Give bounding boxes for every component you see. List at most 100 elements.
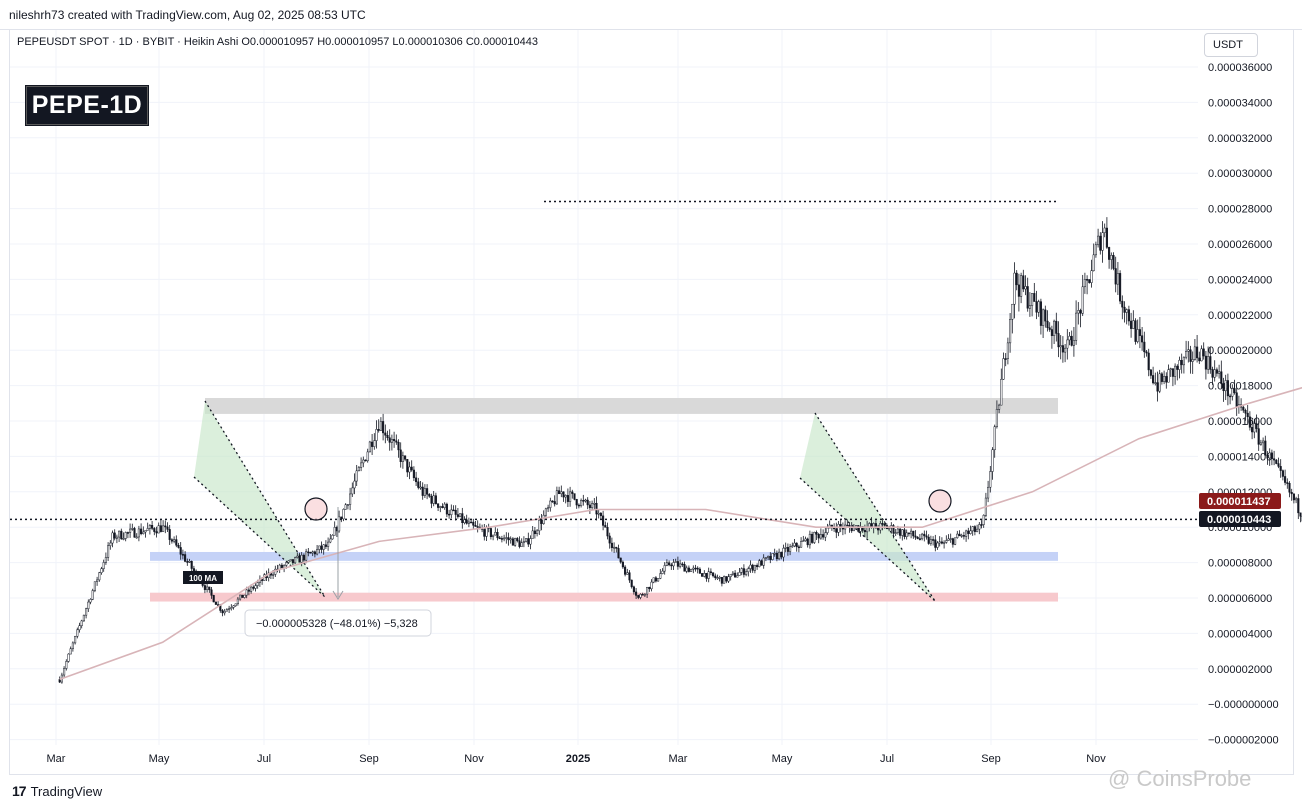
candle-body [945,540,948,543]
candle-body [439,506,442,508]
candle-body [1284,476,1287,483]
candle-body [740,568,743,573]
candle-body [232,605,235,608]
candle-body [723,576,726,584]
candle-body [1125,309,1128,313]
candle-body [210,589,213,596]
candle-body [247,589,250,592]
candle-body [1255,423,1258,429]
candle-body [91,590,94,600]
ma-test-circle [928,489,952,513]
candle-body [452,509,455,512]
candle-body [610,542,613,549]
candle-body [410,466,413,471]
candle-body [1086,279,1089,281]
candle-body [349,493,352,505]
candle-body [734,572,737,578]
candle-body [1002,358,1005,380]
candle-body [107,545,110,558]
candle-body [817,534,820,539]
candle-body [1097,235,1100,246]
candle-body [428,494,431,497]
candle-body [1114,268,1117,285]
candle-body [668,562,671,566]
candle-body [1160,373,1163,382]
candle-body [1259,442,1262,445]
candle-body [1198,357,1201,362]
candle-body [786,547,789,552]
candle-body [1299,512,1302,517]
candle-body [694,567,697,570]
candle-body [1017,284,1020,297]
candle-body [835,528,838,533]
candle-body [659,573,662,579]
candle-body [1083,279,1086,288]
candle-body [511,538,514,546]
candle-body [423,488,426,496]
candle-body [654,577,657,582]
candle-body [564,495,567,498]
candle-body [384,432,387,436]
candle-body [137,528,140,538]
candle-body [725,576,728,582]
candle-body [877,527,880,531]
candle-body [1050,329,1053,336]
candle-body [1020,275,1023,297]
candle-body [989,471,992,488]
candle-body [709,571,712,573]
candle-body [483,529,486,537]
candle-body [773,552,776,555]
wedge-fill [800,413,935,601]
candle-body [346,504,349,506]
wedge-upper-line [204,400,326,598]
candle-body [1251,427,1254,433]
candle-body [705,573,708,579]
candle-body [1266,454,1269,459]
candle-body [969,530,972,534]
candle-body [217,604,220,606]
candle-body [1204,355,1207,370]
candle-body [393,439,396,442]
zones [150,397,1058,602]
candle-body [1110,255,1113,260]
candle-body [1039,301,1042,326]
candle-body [665,562,668,566]
candle-body [368,441,371,453]
price-zone [205,397,1058,414]
candle-body [562,491,565,498]
candle-body [430,496,433,504]
candle-body [533,530,536,535]
candle-body [146,528,149,531]
tradingview-logo[interactable]: 17 TradingView [12,783,102,799]
candle-body [819,534,822,539]
candle-body [1072,340,1075,346]
candle-body [65,661,68,669]
candle-body [595,502,598,515]
candle-body [767,555,770,558]
candle-body [102,562,105,569]
y-tick-label: −0.000000000 [1208,699,1279,711]
y-tick-label: 0.000032000 [1208,133,1272,145]
candle-body [938,541,941,544]
currency-selector[interactable]: USDT [1204,33,1258,57]
candle-body [1088,279,1091,283]
candle-body [456,514,459,517]
candle-body [916,537,919,539]
candle-body [1105,227,1108,248]
candle-body [342,509,345,520]
chart-frame[interactable] [9,29,1294,775]
candle-body [1182,356,1185,366]
candle-body [415,477,418,483]
candle-body [727,576,730,582]
candle-body [353,480,356,489]
x-tick-label: Sep [359,753,379,765]
candle-body [929,539,932,544]
candle-body [584,499,587,502]
candle-body [1057,333,1060,348]
candle-body [687,567,690,572]
candle-body [896,528,899,533]
candle-body [586,499,589,506]
candle-body [285,562,288,566]
last-price-tag-box [1199,511,1281,527]
